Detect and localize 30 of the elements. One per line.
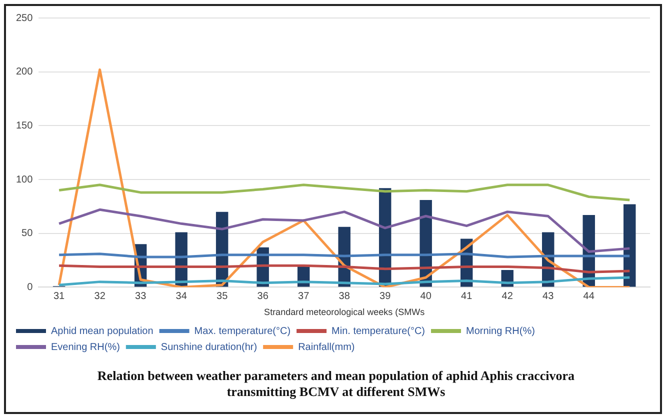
y-tick-label: 50 xyxy=(22,228,34,240)
text: Relation between weather parameters and mean population of aphid Aphis craccivora transmitting BCMV at different SMWs xyxy=(96,368,576,400)
legend-label: Sunshine duration(hr) xyxy=(160,342,258,353)
y-tick-label: 250 xyxy=(16,12,34,24)
x-tick-label: 31 xyxy=(54,290,66,302)
legend-label: Min. temperature(°C) xyxy=(332,326,426,337)
x-tick-label: 39 xyxy=(380,290,392,302)
y-tick-label: 0 xyxy=(27,282,34,293)
x-tick-label: 35 xyxy=(216,290,228,302)
x-tick-label: 40 xyxy=(420,290,432,302)
x-tick-label: 33 xyxy=(135,290,147,302)
y-tick-label: 100 xyxy=(16,174,34,186)
x-tick-label: 34 xyxy=(176,290,188,302)
legend-label: Evening RH(%) xyxy=(51,342,120,353)
x-tick-label: 42 xyxy=(502,290,514,302)
legend-label: Rainfall(mm) xyxy=(298,342,355,353)
legend-label: Max. temperature(°C) xyxy=(194,326,291,337)
x-tick-label: 36 xyxy=(257,290,269,302)
y-tick-label: 200 xyxy=(16,66,34,78)
x-tick-label: 37 xyxy=(298,290,310,302)
x-tick-label: 44 xyxy=(583,290,595,302)
legend-label: Aphid mean population xyxy=(51,326,154,337)
bar xyxy=(624,204,636,287)
x-tick-label: 32 xyxy=(94,290,106,302)
x-tick-label: 43 xyxy=(542,290,554,302)
x-tick-label: 41 xyxy=(461,290,473,302)
y-tick-label: 150 xyxy=(16,120,34,132)
x-tick-label: 38 xyxy=(338,290,350,302)
legend-label: Morning RH(%) xyxy=(466,326,535,337)
x-axis-title: Strandard meteorological weeks (SMWs xyxy=(264,307,426,318)
